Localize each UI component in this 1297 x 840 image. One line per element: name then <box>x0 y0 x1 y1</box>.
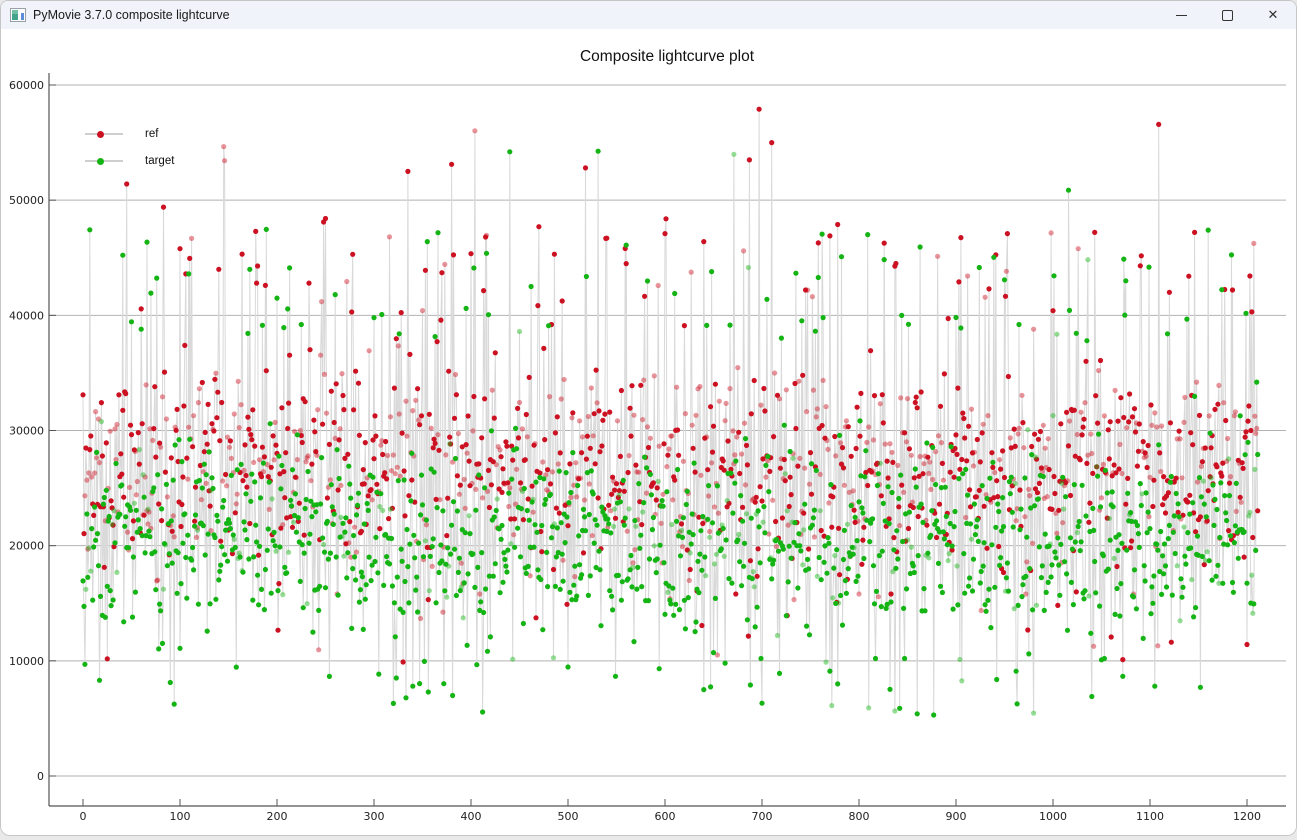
legend-entry-target: target <box>85 147 174 174</box>
maximize-button[interactable] <box>1204 1 1250 29</box>
svg-text:50000: 50000 <box>9 194 44 207</box>
minimize-icon <box>1175 14 1187 16</box>
svg-text:30000: 30000 <box>9 425 44 438</box>
plot-region: Composite lightcurve plot 0 10000 20000 300… <box>1 29 1297 836</box>
window-title: PyMovie 3.7.0 composite lightcurve <box>33 8 230 22</box>
svg-text:1200: 1200 <box>1233 810 1261 823</box>
legend-entry-ref: ref <box>85 120 174 147</box>
svg-text:1000: 1000 <box>1039 810 1067 823</box>
legend-label-ref: ref <box>145 127 159 140</box>
svg-text:1100: 1100 <box>1136 810 1164 823</box>
titlebar: PyMovie 3.7.0 composite lightcurve ✕ <box>1 1 1296 29</box>
svg-text:800: 800 <box>849 810 870 823</box>
svg-text:40000: 40000 <box>9 309 44 322</box>
close-icon: ✕ <box>1267 7 1279 23</box>
target-marker-icon <box>85 156 123 166</box>
svg-text:300: 300 <box>364 810 385 823</box>
svg-text:500: 500 <box>558 810 579 823</box>
svg-text:0: 0 <box>80 810 87 823</box>
legend-label-target: target <box>145 154 175 167</box>
svg-text:600: 600 <box>655 810 676 823</box>
svg-text:0: 0 <box>37 770 44 783</box>
svg-text:20000: 20000 <box>9 540 44 553</box>
maximize-icon <box>1221 9 1233 21</box>
close-button[interactable]: ✕ <box>1250 1 1296 29</box>
ref-marker-icon <box>85 129 123 139</box>
svg-text:400: 400 <box>461 810 482 823</box>
window-controls: ✕ <box>1158 1 1296 29</box>
svg-text:700: 700 <box>752 810 773 823</box>
svg-text:10000: 10000 <box>9 655 44 668</box>
legend: ref target <box>85 120 174 174</box>
lightcurve-chart[interactable]: 0 10000 20000 30000 40000 50000 60000 0 100 200 30… <box>1 29 1297 836</box>
svg-text:900: 900 <box>946 810 967 823</box>
svg-text:200: 200 <box>267 810 288 823</box>
chart-title: Composite lightcurve plot <box>579 48 755 65</box>
app-icon <box>10 7 26 23</box>
svg-text:100: 100 <box>170 810 191 823</box>
svg-text:60000: 60000 <box>9 79 44 92</box>
minimize-button[interactable] <box>1158 1 1204 29</box>
